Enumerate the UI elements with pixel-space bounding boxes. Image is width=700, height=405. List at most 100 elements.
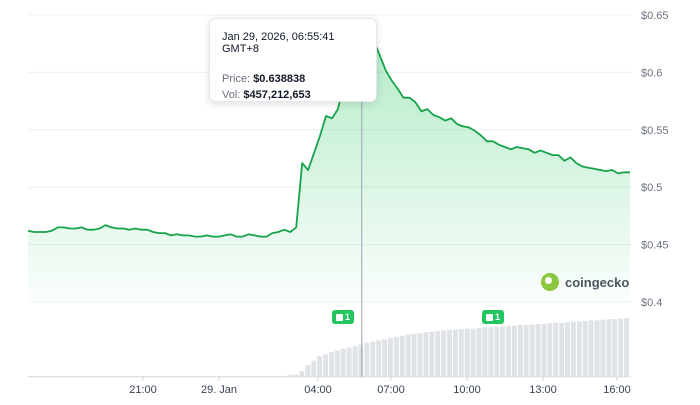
volume-bar	[447, 329, 452, 377]
volume-bar	[187, 376, 193, 377]
volume-bar	[606, 319, 612, 377]
event-marker[interactable]: 1	[482, 310, 504, 324]
volume-bar	[281, 375, 287, 377]
y-tick-label: $0.65	[641, 10, 669, 22]
volume-bar	[570, 321, 576, 377]
tooltip-vol-value: $457,212,653	[243, 89, 311, 101]
volume-bar	[128, 376, 134, 377]
coingecko-watermark: coingecko	[541, 273, 629, 291]
tooltip-price-row: Price: $0.638838	[222, 73, 364, 85]
volume-bar	[246, 376, 252, 377]
volume-bar	[28, 376, 33, 377]
volume-bar	[329, 352, 334, 377]
volume-bar	[370, 341, 376, 377]
y-tick-label: $0.6	[641, 67, 662, 79]
volume-bar	[393, 336, 399, 377]
x-tick-label: 10:00	[453, 384, 481, 396]
event-marker-count: 1	[494, 312, 500, 322]
tooltip-time: Jan 29, 2026, 06:55:41 GMT+8	[222, 31, 335, 55]
volume-bar	[299, 371, 305, 377]
volume-bar	[205, 376, 210, 377]
volume-bar	[39, 376, 45, 377]
volume-bar	[618, 318, 624, 377]
volume-bar	[305, 365, 311, 377]
y-tick-label: $0.4	[641, 297, 662, 309]
volume-bar	[464, 328, 470, 377]
volume-bar	[470, 328, 476, 377]
tooltip-price-label: Price:	[222, 73, 251, 85]
volume-bar	[358, 344, 364, 377]
y-tick-label: $0.55	[641, 125, 669, 137]
tooltip-vol-row: Vol: $457,212,653	[222, 89, 364, 101]
volume-bar	[529, 324, 535, 377]
tooltip-vol-label: Vol:	[222, 89, 241, 101]
volume-bar	[488, 327, 494, 377]
volume-bar	[75, 376, 81, 377]
volume-bar	[240, 376, 246, 377]
volume-bar	[553, 322, 559, 377]
volume-bar	[140, 376, 146, 377]
volume-bar	[411, 333, 417, 377]
volume-bar	[116, 376, 122, 377]
y-tick-label: $0.5	[641, 182, 662, 194]
volume-bar	[222, 376, 228, 377]
volume-bar	[441, 330, 447, 377]
volume-bar	[334, 350, 340, 377]
event-marker[interactable]: 1	[332, 310, 354, 324]
volume-bar	[122, 376, 128, 377]
volume-bar	[364, 342, 370, 377]
axis-labels: $0.65 $0.6 $0.55 $0.5 $0.45 $0.4 21:00 29. Jan 0…	[129, 10, 668, 396]
volume-bar	[98, 376, 104, 377]
volume-bar	[269, 376, 275, 377]
volume-bar	[423, 332, 429, 377]
volume-bar	[340, 348, 346, 377]
volume-bar	[234, 376, 240, 377]
volume-bar	[275, 376, 281, 377]
volume-bar	[582, 320, 588, 377]
x-tick-label: 04:00	[304, 384, 332, 396]
volume-bar	[104, 376, 110, 377]
volume-bar	[210, 376, 216, 377]
volume-bar	[452, 329, 458, 377]
x-tick-label: 16:00	[603, 384, 631, 396]
volume-bar	[506, 326, 511, 377]
volume-bar	[163, 376, 169, 377]
volume-bar	[293, 374, 299, 377]
volume-bar	[399, 335, 405, 377]
volume-bar	[523, 325, 529, 377]
volume-bar	[63, 376, 69, 377]
volume-bar	[199, 376, 205, 377]
volume-bar	[311, 360, 317, 377]
volume-bar	[600, 319, 606, 377]
price-line	[27, 27, 630, 238]
volume-bar	[541, 323, 547, 377]
volume-bar	[352, 346, 358, 377]
volume-bar	[476, 328, 482, 377]
volume-bar	[287, 375, 293, 377]
volume-bars	[28, 318, 629, 377]
volume-bar	[417, 333, 423, 377]
x-tick-label: 07:00	[377, 384, 405, 396]
event-marker-count: 1	[344, 312, 350, 322]
volume-bar	[228, 376, 234, 377]
volume-bar	[482, 327, 488, 377]
volume-bar	[87, 376, 92, 377]
volume-bar	[33, 376, 39, 377]
volume-bar	[258, 376, 264, 377]
volume-bar	[547, 323, 553, 377]
news-icon	[335, 313, 343, 321]
volume-bar	[565, 322, 570, 377]
volume-bar	[216, 376, 222, 377]
volume-bar	[81, 376, 87, 377]
volume-bar	[181, 376, 187, 377]
volume-bar	[382, 339, 388, 377]
x-tick-label: 13:00	[529, 384, 557, 396]
volume-bar	[376, 340, 382, 377]
volume-bar	[535, 323, 541, 377]
volume-bar	[429, 331, 435, 377]
volume-bar	[405, 334, 411, 377]
coingecko-logo-icon	[541, 273, 559, 291]
volume-bar	[511, 325, 517, 377]
